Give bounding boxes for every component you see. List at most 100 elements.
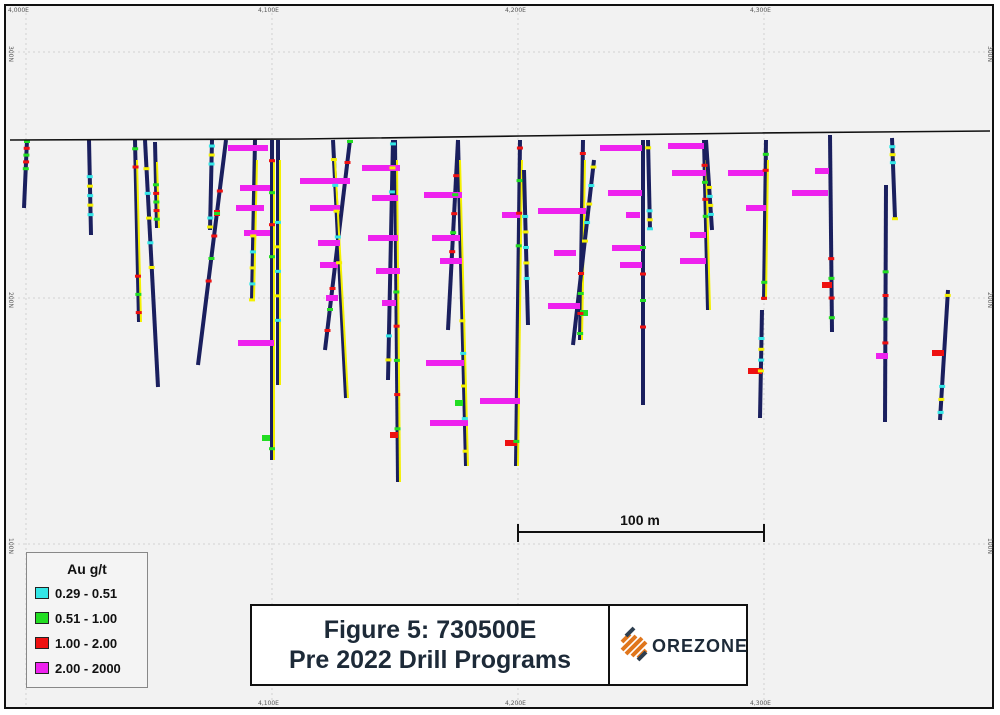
assay-marker (584, 221, 591, 225)
assay-intercept-bar (668, 143, 704, 149)
assay-marker (646, 218, 653, 222)
assay-marker (758, 358, 765, 362)
assay-intercept-bar (390, 432, 398, 438)
assay-marker (269, 447, 275, 451)
assay-marker (205, 279, 212, 283)
assay-intercept-bar (502, 212, 520, 218)
legend-swatch-red (35, 637, 49, 649)
assay-marker (702, 197, 709, 201)
assay-marker (522, 245, 529, 249)
assay-marker (761, 296, 768, 300)
assay-marker (135, 311, 142, 315)
assay-marker (450, 231, 457, 235)
assay-intercept-bar (376, 268, 400, 274)
legend-title: Au g/t (67, 561, 107, 577)
assay-intercept-bar (672, 170, 706, 176)
assay-intercept-bar (228, 145, 268, 151)
assay-marker (148, 265, 155, 269)
assay-marker (333, 209, 340, 213)
assay-marker (207, 216, 214, 220)
assay-marker (22, 167, 29, 171)
assay-marker (889, 153, 896, 157)
assay-marker (577, 312, 584, 315)
assay-marker (152, 183, 159, 187)
assay-marker (86, 175, 93, 179)
assay-marker (882, 341, 889, 345)
legend-item: 1.00 - 2.00 (35, 635, 117, 651)
assay-marker (208, 162, 215, 166)
assay-marker (758, 337, 765, 340)
drill-hole-trace (883, 184, 888, 423)
legend: Au g/t 0.29 - 0.51 0.51 - 1.00 1.00 - 2.… (26, 552, 148, 688)
x-tick-top-1: 4,000E (8, 7, 29, 14)
y-tick-left-3: 100N (7, 538, 14, 554)
drill-hole-trace (386, 139, 395, 381)
assay-marker (389, 142, 396, 146)
assay-marker (891, 217, 898, 221)
assay-marker (330, 158, 337, 162)
assay-intercept-bar (548, 303, 580, 309)
assay-marker (208, 144, 215, 148)
assay-marker (578, 272, 585, 275)
assay-intercept-bar (746, 205, 766, 211)
drill-hole-trace (133, 139, 141, 323)
assay-marker (269, 223, 275, 227)
drill-hole-trace (22, 139, 29, 209)
assay-marker (646, 209, 653, 213)
assay-marker (275, 294, 281, 298)
assay-marker (762, 168, 769, 172)
assay-marker (327, 308, 333, 311)
y-tick-left-1: 300N (7, 46, 14, 62)
assay-marker (516, 179, 523, 183)
figure-title-line-1: Figure 5: 730500E (323, 616, 537, 644)
assay-marker (889, 161, 896, 165)
scale-bar (517, 524, 765, 542)
assay-marker (249, 266, 256, 270)
assay-marker (134, 274, 141, 278)
assay-marker (153, 200, 160, 204)
assay-marker (588, 184, 595, 188)
assay-marker (393, 324, 400, 328)
assay-marker (459, 319, 466, 323)
x-tick-bottom-3: 4,300E (750, 700, 771, 707)
title-block: Figure 5: 730500E Pre 2022 Drill Program… (250, 604, 748, 686)
assay-marker (577, 332, 584, 335)
assay-marker (147, 241, 154, 245)
drill-hole-trace (762, 139, 768, 301)
drill-hole-trace (143, 139, 160, 388)
assay-marker (393, 290, 400, 294)
assay-marker (389, 166, 396, 170)
x-tick-top-4: 4,300E (750, 7, 771, 14)
assay-marker (882, 294, 889, 298)
assay-intercept-bar (368, 235, 398, 241)
assay-marker (590, 165, 597, 169)
assay-marker (828, 296, 835, 300)
assay-intercept-bar (310, 205, 340, 211)
assay-marker (87, 213, 94, 217)
assay-marker (208, 153, 215, 157)
assay-marker (336, 261, 343, 265)
assay-intercept-bar (240, 185, 270, 191)
assay-intercept-bar (612, 245, 642, 251)
assay-marker (581, 239, 588, 243)
drill-holes (22, 134, 951, 483)
assay-intercept-bar (326, 295, 338, 301)
assay-intercept-bar (932, 350, 944, 356)
assay-marker (249, 298, 256, 302)
scale-bar-label: 100 m (620, 512, 660, 528)
x-tick-bottom-1: 4,100E (258, 700, 279, 707)
legend-item-label: 1.00 - 2.00 (55, 635, 118, 651)
x-tick-bottom-2: 4,200E (505, 700, 526, 707)
assay-marker (461, 417, 468, 421)
assay-intercept-bar (455, 400, 463, 406)
assay-marker (707, 203, 714, 207)
legend-item-label: 2.00 - 2000 (55, 660, 121, 676)
assay-marker (86, 184, 93, 188)
y-tick-left-2: 200N (7, 292, 14, 308)
assay-marker (460, 351, 467, 355)
drill-hole-trace (250, 139, 257, 301)
assay-marker (250, 234, 257, 238)
assay-marker (701, 180, 708, 184)
assay-marker (394, 427, 401, 431)
assay-marker (706, 185, 713, 189)
